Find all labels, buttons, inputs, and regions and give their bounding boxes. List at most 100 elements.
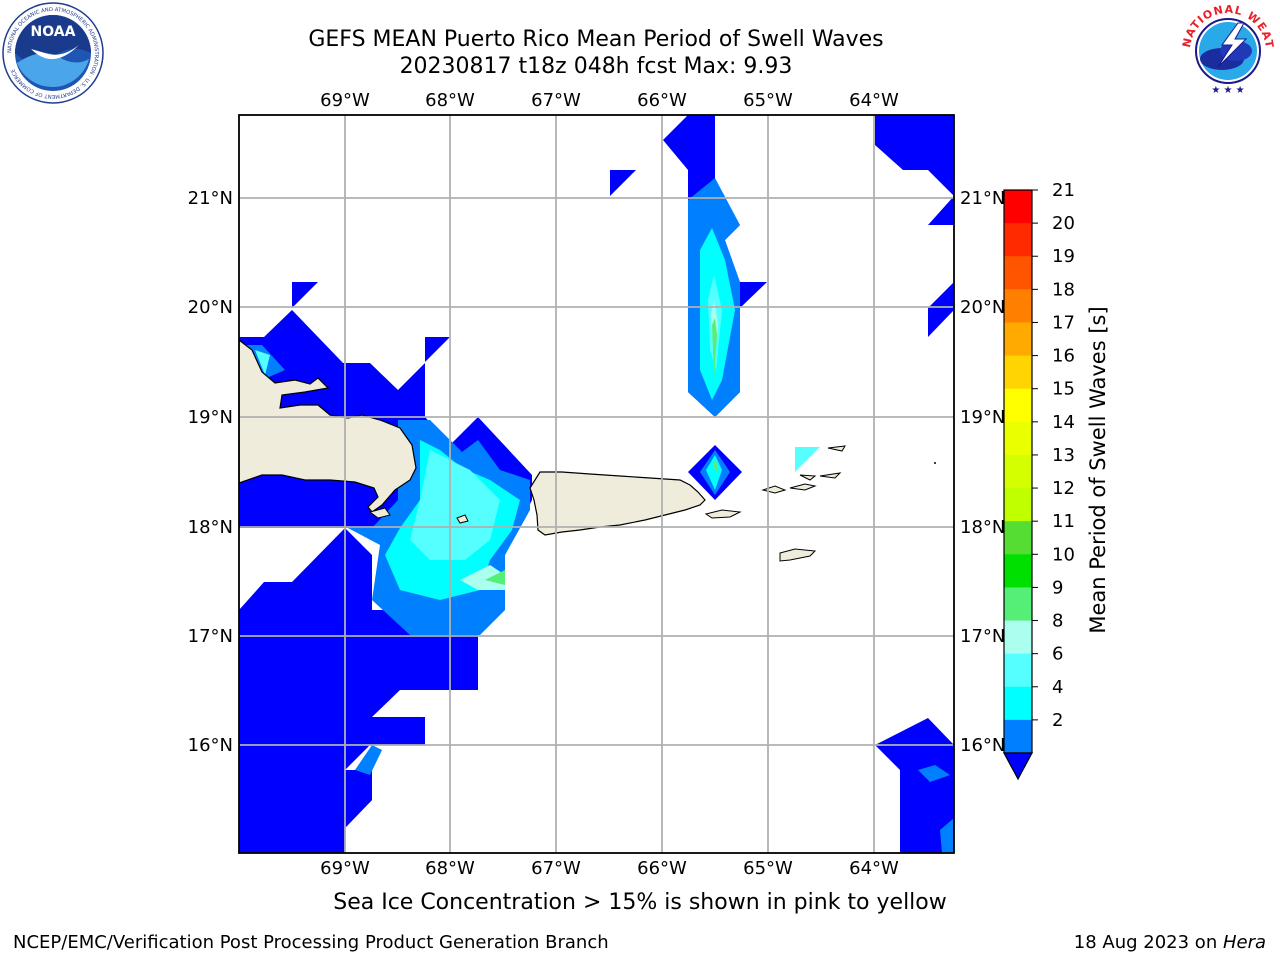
colorbar-tick-label: 16 (1052, 346, 1075, 367)
land-saona (368, 507, 391, 519)
colorbar-tick-label: 12 (1052, 478, 1075, 499)
contour-band-cyan (706, 455, 722, 490)
contour-band-seagreen (485, 570, 505, 585)
colorbar-swatch (1004, 686, 1032, 721)
colorbar-swatch (1004, 653, 1032, 688)
contour-band-blue (928, 196, 954, 225)
lon-label-top: 68°W (425, 90, 475, 111)
footer-host: Hera (1222, 932, 1266, 953)
contour-band-azure (918, 765, 950, 782)
colorbar-swatch (1004, 554, 1032, 588)
contour-band-blue (239, 773, 372, 853)
colorbar-frame (1003, 189, 1033, 754)
map-subtitle: 20230817 t18z 048h fcst Max: 9.93 (399, 54, 793, 79)
lat-label-left: 19°N (188, 407, 233, 428)
contour-band-azure (940, 818, 954, 853)
colorbar-tick-label: 8 (1052, 611, 1063, 632)
land-st-croix (779, 548, 817, 562)
contour-band-blue (928, 282, 954, 337)
lon-label-top: 65°W (743, 90, 793, 111)
footer-credit: NCEP/EMC/Verification Post Processing Pr… (13, 932, 609, 953)
contour-band-lightcyan (410, 450, 500, 560)
contour-band-blue (292, 282, 318, 308)
colorbar-swatch (1004, 223, 1032, 257)
lon-label-bottom: 65°W (743, 858, 793, 879)
colorbar-swatch (1004, 620, 1032, 655)
contour-band-blue (425, 337, 450, 362)
colorbar-tick-label: 4 (1052, 677, 1063, 698)
colorbar-swatch (1004, 421, 1032, 456)
contour-band-lightcyan (255, 350, 270, 375)
footer-date: 18 Aug 2023 on Hera (1074, 932, 1266, 953)
lat-label-left: 21°N (188, 188, 233, 209)
lon-label-top: 67°W (531, 90, 581, 111)
colorbar-tick-label: 21 (1052, 180, 1075, 201)
colorbar-swatch (1004, 355, 1032, 390)
noaa-logo: NOAA NATIONAL OCEANIC AND ATMOSPHERIC AD… (2, 2, 104, 104)
contour-band-palecyan (460, 565, 505, 590)
svg-text:NOAA: NOAA (31, 24, 76, 40)
lat-label-right: 21°N (960, 188, 1005, 209)
map-frame (238, 114, 955, 854)
nws-logo: NATIONAL WEATHER SERVICE ★ ★ ★ (1178, 1, 1276, 99)
colorbar-tick-label: 10 (1052, 544, 1075, 565)
lon-label-bottom: 69°W (320, 858, 370, 879)
svg-text:★ ★ ★: ★ ★ ★ (1211, 85, 1244, 96)
lat-label-right: 17°N (960, 626, 1005, 647)
colorbar-swatch (1004, 388, 1032, 423)
colorbar-tick-label: 9 (1052, 577, 1063, 598)
colorbar-tick-label: 6 (1052, 644, 1063, 665)
contour-band-seagreen (713, 458, 718, 475)
lat-label-right: 16°N (960, 735, 1005, 756)
lat-label-right: 19°N (960, 407, 1005, 428)
lon-label-bottom: 66°W (637, 858, 687, 879)
colorbar-swatch (1004, 289, 1032, 323)
colorbar-swatch (1004, 521, 1032, 555)
colorbar-swatch (1004, 488, 1032, 522)
colorbar: 21 20 19 18 17 16 15 14 13 12 11 10 9 8 6 4 2 (1002, 180, 1075, 781)
lon-label-bottom: 68°W (425, 858, 475, 879)
colorbar-swatch (1004, 190, 1032, 224)
contour-band-seagreen (712, 318, 717, 380)
gridlines (239, 115, 954, 853)
colorbar-tick-label: 19 (1052, 246, 1075, 267)
lon-label-bottom: 67°W (531, 858, 581, 879)
contour-band-blue (875, 115, 954, 196)
colorbar-tick-label: 11 (1052, 511, 1075, 532)
contour-band-blue (610, 170, 636, 196)
colorbar-label: Mean Period of Swell Waves [s] (1086, 306, 1110, 633)
lat-label-left: 18°N (188, 517, 233, 538)
lat-label-right: 20°N (960, 297, 1005, 318)
contour-band-lightcyan (795, 447, 820, 472)
colorbar-swatch (1004, 454, 1032, 489)
land-islet (934, 462, 936, 464)
sea-ice-caption: Sea Ice Concentration > 15% is shown in … (333, 890, 947, 915)
footer-date-text: 18 Aug 2023 on (1073, 932, 1223, 953)
colorbar-tick-label: 15 (1052, 379, 1075, 400)
map-title: GEFS MEAN Puerto Rico Mean Period of Swe… (308, 27, 884, 52)
lon-label-top: 66°W (637, 90, 687, 111)
land-mona (456, 514, 469, 524)
lat-label-left: 20°N (188, 297, 233, 318)
colorbar-tick-label: 14 (1052, 412, 1075, 433)
lat-label-right: 18°N (960, 517, 1005, 538)
lat-label-left: 17°N (188, 626, 233, 647)
colorbar-tick-label: 18 (1052, 279, 1075, 300)
colorbar-tick-label: 20 (1052, 213, 1075, 234)
colorbar-tick-label: 13 (1052, 445, 1075, 466)
land-vieques (704, 509, 742, 519)
land-virgin-islands (789, 445, 846, 491)
lon-label-top: 69°W (320, 90, 370, 111)
colorbar-swatch (1004, 322, 1032, 357)
contour-band-blue (875, 718, 954, 853)
contour-band-azure (355, 745, 382, 775)
colorbar-tick-label: 2 (1052, 710, 1063, 731)
colorbar-swatch (1004, 256, 1032, 290)
colorbar-swatch (1004, 587, 1032, 622)
colorbar-tick-label: 17 (1052, 312, 1075, 333)
lon-label-top: 64°W (849, 90, 899, 111)
land-hispaniola (239, 339, 417, 513)
lon-label-bottom: 64°W (849, 858, 899, 879)
contour-fill-layer (239, 115, 954, 853)
